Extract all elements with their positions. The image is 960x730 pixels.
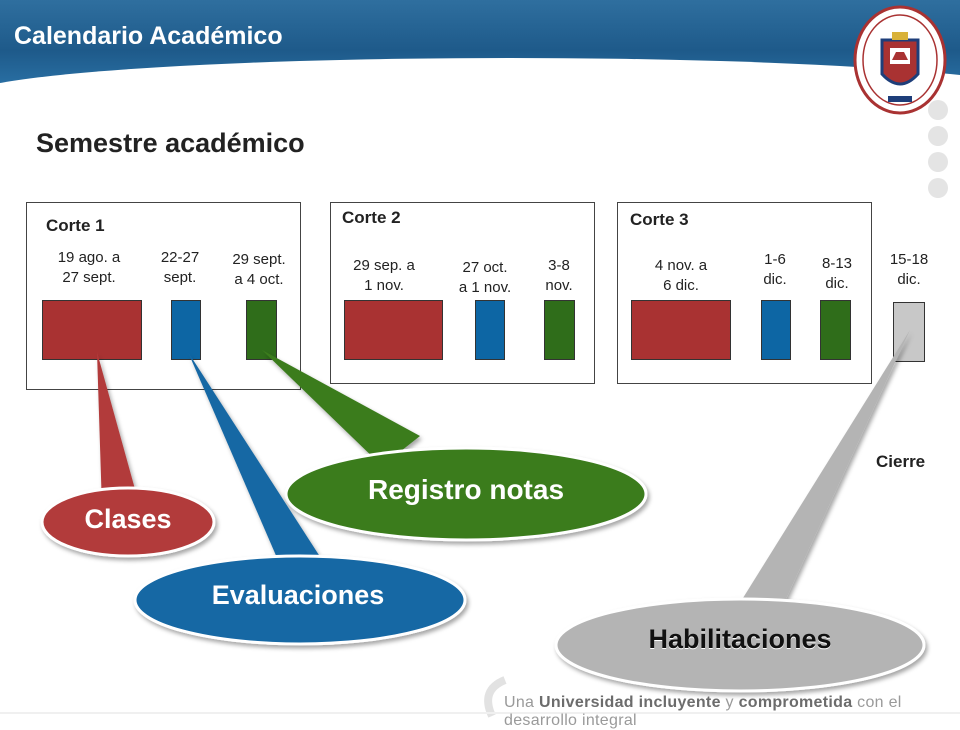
footer-line [0,712,960,714]
corte-2-period-evaluaciones: 27 oct. a 1 nov. [458,259,512,296]
footer-tagline: Una Universidad incluyente y comprometid… [504,694,960,730]
dot [928,126,948,146]
footer-mid: y [720,694,739,711]
corte-2-bar-evaluaciones [475,300,505,360]
callout-registro-notas-label: Registro notas [367,474,565,505]
callout-evaluaciones [133,352,467,646]
page-title: Calendario Académico [14,22,283,50]
corte-2-period-registro: 3-8 nov. [545,257,573,294]
corte-1-bar-clases [42,300,142,360]
cierre-label: Cierre [876,452,926,471]
dot [928,100,948,120]
corte-1-period-clases: 19 ago. a 27 sept. [57,249,121,286]
corte-1-bar-registro [246,300,277,360]
header-banner [0,0,960,92]
corte-1-bar-evaluaciones [171,300,201,360]
footer-strong-1: Universidad incluyente [539,694,721,711]
corte-2-bar-clases [344,300,443,360]
callout-registro-notas [262,350,648,542]
corte-3-bar-evaluaciones [761,300,791,360]
callout-clases [40,352,216,558]
corte-1-label: Corte 1 [46,216,105,235]
corte-1-period-evaluaciones: 22-27 sept. [160,249,200,286]
callout-clases-label: Clases [84,504,172,534]
footer-strong-2: comprometida [738,694,853,711]
section-title: Semestre académico [36,128,305,158]
decorative-dots [928,100,948,204]
corte-3-period-registro: 8-13 dic. [821,255,853,292]
corte-3-label: Corte 3 [630,210,689,229]
dot [928,152,948,172]
callout-habilitaciones [554,330,926,693]
corte-3-bar-registro [820,300,851,360]
corte-2-label: Corte 2 [342,208,401,227]
corte-3-period-evaluaciones: 1-6 dic. [763,251,787,288]
callout-habilitaciones-label: Habilitaciones [648,624,832,654]
corte-1-period-registro: 29 sept. a 4 oct. [232,251,286,288]
corte-3-bar-clases [631,300,731,360]
dot [928,178,948,198]
corte-2-bar-registro [544,300,575,360]
callout-evaluaciones-label: Evaluaciones [211,580,385,610]
university-seal-logo [853,5,947,115]
footer-swirl-decoration [484,676,507,718]
cierre-period: 15-18 dic. [889,251,929,288]
footer-prefix: Una [504,694,539,711]
